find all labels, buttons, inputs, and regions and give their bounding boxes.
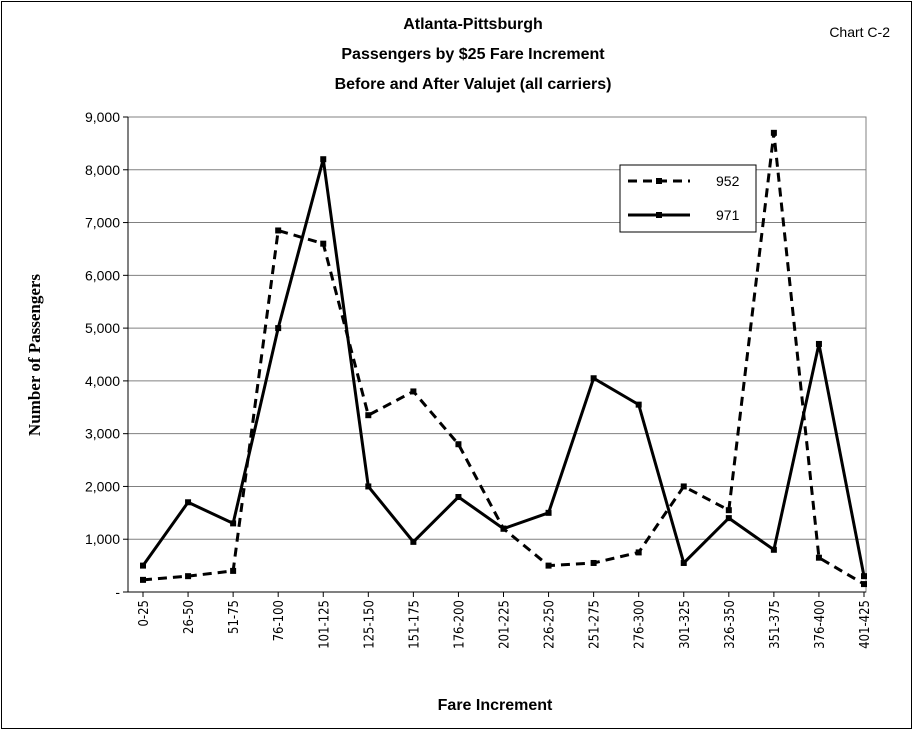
point-marker [140,562,146,569]
y-tick-label: 7,000 [85,215,120,231]
point-marker [545,562,552,569]
y-tick-label: 9,000 [85,109,120,125]
point-marker [725,507,732,514]
x-tick-label: 0-25 [137,600,152,627]
x-tick-label: 251-275 [588,600,603,649]
y-tick-label: 1,000 [85,531,120,547]
x-tick-label: 376-400 [813,600,828,649]
point-marker [185,573,192,580]
x-tick-label: 51-75 [227,600,242,634]
point-marker [861,581,867,588]
point-marker [680,559,687,566]
point-marker [770,546,777,553]
x-tick-label: 226-250 [543,600,558,649]
point-marker [635,549,642,556]
y-tick-label: 8,000 [85,162,120,178]
point-marker [861,573,867,580]
y-axis-label: Number of Passengers [25,274,44,436]
legend-marker [656,212,662,218]
x-tick-label: 301-325 [678,600,693,649]
x-tick-label: 401-425 [858,600,873,649]
legend-label: 952 [716,173,740,189]
point-marker [275,325,282,332]
y-tick-label: 6,000 [85,267,120,283]
x-axis-label: Fare Increment [438,697,553,714]
chart-title: Atlanta-Pittsburgh [403,16,543,33]
point-marker [140,576,146,583]
point-marker [230,520,237,527]
y-tick-label: 2,000 [85,478,120,494]
point-marker [320,240,327,247]
y-tick-label: 5,000 [85,320,120,336]
annotation: Chart C-2 [829,24,890,40]
point-marker [410,538,417,545]
point-marker [500,525,507,532]
legend-marker [656,178,662,184]
x-tick-label: 176-200 [452,600,467,649]
point-marker [185,499,192,506]
y-tick-label: 3,000 [85,426,120,442]
point-marker [455,494,462,500]
point-marker [545,509,552,516]
point-marker [590,559,597,566]
x-tick-label: 101-125 [317,600,332,649]
x-tick-label: 151-175 [407,600,422,649]
point-marker [815,340,822,347]
x-tick-label: 326-350 [723,600,738,649]
y-tick-label: - [115,584,120,600]
point-marker [770,129,777,136]
x-tick-label: 76-100 [272,600,287,641]
point-marker [275,227,282,234]
legend-box [619,164,757,233]
x-tick-label: 26-50 [182,600,197,634]
point-marker [455,441,462,448]
point-marker [590,375,597,382]
point-marker [815,554,822,561]
x-tick-label: 125-150 [362,600,377,649]
x-tick-label: 351-375 [768,600,783,649]
point-marker [230,567,237,574]
point-marker [410,388,417,395]
point-marker [680,483,687,490]
point-marker [365,412,372,419]
chart-title: Before and After Valujet (all carriers) [335,76,612,93]
point-marker [365,483,372,490]
x-tick-label: 201-225 [498,600,513,649]
chart-title: Passengers by $25 Fare Increment [341,46,605,63]
point-marker [635,401,642,408]
point-marker [320,156,327,163]
legend-label: 971 [716,207,740,223]
point-marker [725,515,732,522]
x-tick-label: 276-300 [633,600,648,649]
y-tick-label: 4,000 [85,373,120,389]
